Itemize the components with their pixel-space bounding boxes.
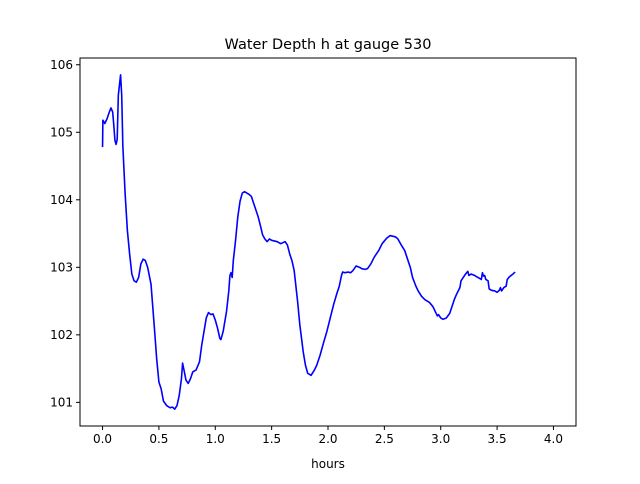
x-axis-label: hours — [311, 457, 345, 471]
x-axis: 0.0 0.5 1.0 1.5 2.0 2.5 3.0 3.5 4.0 — [93, 426, 563, 446]
y-tick-label: 101 — [50, 395, 73, 409]
y-tick-label: 105 — [50, 125, 73, 139]
x-tick-label: 1.5 — [262, 432, 281, 446]
series-line-0 — [101, 74, 516, 410]
x-tick-label: 0.0 — [93, 432, 112, 446]
x-tick-label: 3.0 — [431, 432, 450, 446]
y-tick-label: 104 — [50, 193, 73, 207]
y-tick-label: 103 — [50, 260, 73, 274]
plot-area — [79, 57, 577, 427]
x-tick-label: 4.0 — [544, 432, 563, 446]
x-tick-label: 1.0 — [206, 432, 225, 446]
x-tick-label: 2.5 — [375, 432, 394, 446]
y-tick-label: 102 — [50, 328, 73, 342]
chart-title: Water Depth h at gauge 530 — [225, 37, 432, 53]
plot-frame — [79, 57, 577, 427]
x-tick-label: 0.5 — [149, 432, 168, 446]
y-tick-label: 106 — [50, 58, 73, 72]
y-axis: 101 102 103 104 105 106 — [50, 58, 80, 409]
x-tick-label: 3.5 — [488, 432, 507, 446]
x-tick-label: 2.0 — [318, 432, 337, 446]
